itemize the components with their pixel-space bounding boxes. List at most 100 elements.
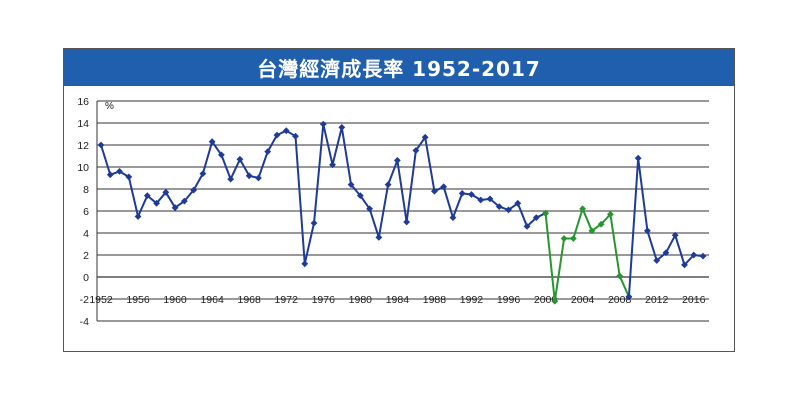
data-point: [171, 204, 179, 212]
data-point: [116, 168, 123, 175]
data-point: [356, 192, 364, 199]
data-point: [579, 205, 586, 213]
data-point: [421, 133, 429, 141]
data-point: [384, 181, 392, 188]
y-tick-label: 4: [83, 228, 89, 240]
y-tick-label: 14: [77, 118, 89, 130]
grid-lines: [96, 100, 709, 322]
data-point: [569, 235, 577, 242]
data-point: [431, 187, 438, 195]
data-point: [403, 218, 411, 226]
y-tick-label: 6: [83, 206, 89, 218]
data-point: [597, 220, 605, 228]
data-point: [310, 219, 318, 227]
data-point: [625, 293, 633, 301]
data-point: [190, 186, 198, 194]
y-tick-label: 16: [77, 96, 89, 108]
data-point: [245, 172, 253, 180]
y-tick-label: 12: [77, 140, 89, 152]
x-tick-label: 2000: [534, 294, 558, 306]
data-point: [588, 227, 596, 235]
data-point: [199, 170, 207, 177]
data-point: [180, 197, 188, 205]
x-tick-label: 2004: [571, 294, 595, 306]
y-tick-label: 8: [83, 184, 89, 196]
x-tick-labels: 1952 1956 1960 1964 1968 1972 1976 1980 1984 1988…: [89, 294, 705, 306]
data-point: [125, 173, 133, 181]
x-tick-label: 1960: [163, 294, 187, 306]
data-point: [468, 191, 475, 198]
chart-title: 台灣經濟成長率 1952-2017: [257, 57, 541, 81]
data-point: [458, 190, 466, 197]
x-tick-label: 1988: [423, 294, 447, 306]
y-tick-label: -2: [80, 294, 89, 306]
data-point: [449, 214, 457, 221]
data-point: [106, 171, 114, 179]
data-point: [329, 161, 336, 169]
data-point: [338, 124, 346, 131]
data-point: [681, 261, 688, 269]
data-point: [347, 181, 355, 188]
data-point: [634, 154, 642, 162]
x-tick-label: 2016: [682, 294, 706, 306]
x-tick-label: 1996: [497, 294, 521, 306]
x-tick-label: 2008: [608, 294, 632, 306]
data-point: [532, 214, 540, 221]
data-point: [282, 127, 290, 135]
x-tick-label: 2012: [645, 294, 669, 306]
data-point: [495, 203, 503, 210]
data-point: [440, 183, 448, 191]
series-line: [544, 207, 630, 303]
data-point: [208, 138, 216, 146]
data-point: [162, 188, 170, 196]
data-point: [671, 231, 679, 239]
x-tick-label: 1964: [200, 294, 224, 306]
data-point: [486, 195, 494, 203]
data-point: [699, 252, 707, 260]
x-tick-label: 1968: [238, 294, 262, 306]
data-point: [375, 234, 383, 241]
data-point: [227, 175, 235, 183]
data-point: [143, 192, 151, 199]
data-point: [551, 297, 559, 305]
data-point: [134, 213, 142, 220]
y-tick-label: 0: [83, 272, 89, 284]
x-tick-label: 1984: [386, 294, 410, 306]
data-point: [273, 131, 281, 139]
data-point: [255, 174, 262, 182]
y-tick-label: 10: [77, 162, 89, 174]
data-point: [412, 147, 420, 154]
x-tick-label: 1980: [349, 294, 373, 306]
data-point: [523, 223, 531, 230]
x-tick-label: 1992: [460, 294, 484, 306]
data-point: [301, 260, 309, 268]
data-point: [218, 151, 225, 159]
x-tick-label: 1972: [275, 294, 299, 306]
x-tick-label: 1952: [89, 294, 113, 306]
y-tick-label: -4: [80, 316, 89, 328]
data-point: [292, 132, 299, 140]
y-unit-label: %: [105, 101, 114, 112]
data-point: [477, 196, 485, 204]
data-point: [560, 235, 568, 242]
data-point: [366, 205, 373, 213]
chart-frame: -4 -2 0 2 4 6 8 10 12 14 16 1952 1956 1960 1964 1968 19…: [63, 48, 735, 352]
data-point: [606, 210, 614, 218]
data-point: [264, 148, 272, 155]
x-tick-label: 1976: [312, 294, 336, 306]
data-point: [662, 249, 670, 257]
data-point: [644, 227, 651, 235]
data-point: [542, 209, 549, 217]
data-point: [393, 157, 401, 164]
chart-title-bar: 台灣經濟成長率 1952-2017: [64, 49, 734, 86]
data-point: [97, 141, 105, 149]
data-point: [505, 206, 512, 214]
series-line: [627, 157, 704, 297]
y-tick-labels: -4 -2 0 2 4 6 8 10 12 14 16: [77, 96, 89, 328]
data-point: [616, 272, 624, 280]
y-tick-label: 2: [83, 250, 89, 262]
data-point: [236, 155, 244, 163]
data-point: [319, 120, 327, 128]
x-tick-label: 1956: [126, 294, 150, 306]
